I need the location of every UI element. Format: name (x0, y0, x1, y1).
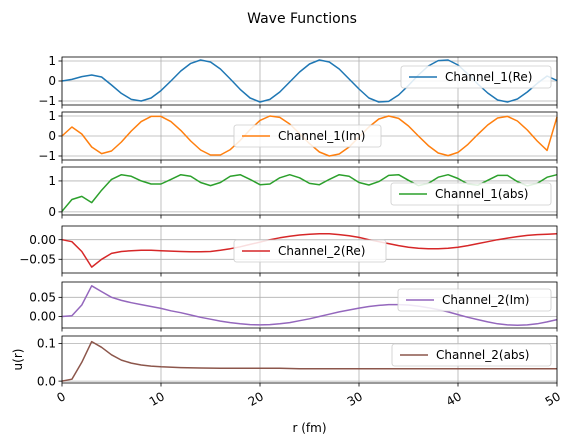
panel-channel_2_abs: 0.0 0.1 Channel_2(abs) 0 10 20 30 40 50 r (fm) u(r… (11, 335, 563, 435)
x-tick-label: 10 (147, 389, 167, 409)
legend-channel_1_im: Channel_1(Im) (233, 124, 382, 148)
x-tick-label: 40 (444, 389, 464, 409)
panel-channel_1_abs: 0 1 Channel_1(abs) (48, 166, 558, 219)
y-tick-label: 0 (48, 129, 56, 143)
series-line-channel_2_re (61, 233, 558, 268)
panel-channel_1_im: −1 0 1 Channel_1(Im) (38, 109, 558, 164)
legend-box (397, 288, 552, 312)
legend-channel_2_im: Channel_2(Im) (397, 288, 552, 312)
x-axis-label: r (fm) (292, 421, 326, 435)
y-tick-label: −1 (38, 149, 56, 163)
axes-frame (61, 225, 558, 274)
axes-frame (61, 281, 558, 329)
panel-channel_1_re: −1 0 1 Channel_1(Re) (38, 54, 558, 109)
series-line-channel_2_im (61, 285, 558, 327)
y-tick-label: 1 (48, 174, 56, 188)
panel-channel_2_im: 0.05 0.00 Channel_2(Im) (29, 281, 558, 332)
x-tick-label: 50 (543, 389, 563, 409)
axes-frame (61, 56, 558, 106)
figure-title: Wave Functions (247, 11, 357, 27)
legend-box (391, 343, 552, 367)
y-axis-label: u(r) (11, 349, 25, 371)
panel-channel_2_re: 0.00 −0.05 Channel_2(Re) (19, 225, 558, 277)
y-tick-label: 1 (48, 54, 56, 68)
legend-channel_1_re: Channel_1(Re) (400, 65, 552, 89)
y-tick-label: −1 (38, 94, 56, 108)
legend-label: Channel_2(Re) (278, 244, 365, 258)
legend-channel_2_re: Channel_2(Re) (233, 239, 387, 263)
y-tick-label: 0.1 (37, 337, 56, 351)
legend-label: Channel_1(Re) (445, 70, 532, 84)
x-tick-label: 30 (345, 389, 365, 409)
legend-label: Channel_2(abs) (436, 348, 530, 362)
legend-label: Channel_1(Im) (278, 129, 366, 143)
legend-label: Channel_2(Im) (442, 293, 530, 307)
axes-frame (61, 335, 558, 384)
legend-box (400, 65, 552, 89)
x-tick-label: 20 (246, 389, 266, 409)
y-tick-label: 0.00 (29, 233, 56, 247)
series-line-channel_2_abs (61, 340, 557, 382)
y-tick-label: 0 (48, 74, 56, 88)
legend-box (233, 124, 382, 148)
axes-frame (61, 166, 558, 216)
x-tick-label: 0 (54, 389, 68, 405)
panels: −1 0 1 Channel_1(Re) −1 0 1 Channel_1(Im) 0 1 Chan… (11, 54, 563, 435)
legend-channel_1_abs: Channel_1(abs) (390, 182, 552, 206)
legend-box (233, 239, 387, 263)
axes-frame (61, 111, 558, 161)
y-tick-label: 0 (48, 205, 56, 219)
y-tick-label: 0.05 (29, 291, 56, 305)
y-tick-label: 0.0 (37, 374, 56, 388)
legend-channel_2_abs: Channel_2(abs) (391, 343, 552, 367)
legend-label: Channel_1(abs) (435, 187, 529, 201)
y-tick-label: 1 (48, 109, 56, 123)
legend-box (390, 182, 552, 206)
y-tick-label: 0.00 (29, 310, 56, 324)
y-tick-label: −0.05 (19, 252, 56, 266)
